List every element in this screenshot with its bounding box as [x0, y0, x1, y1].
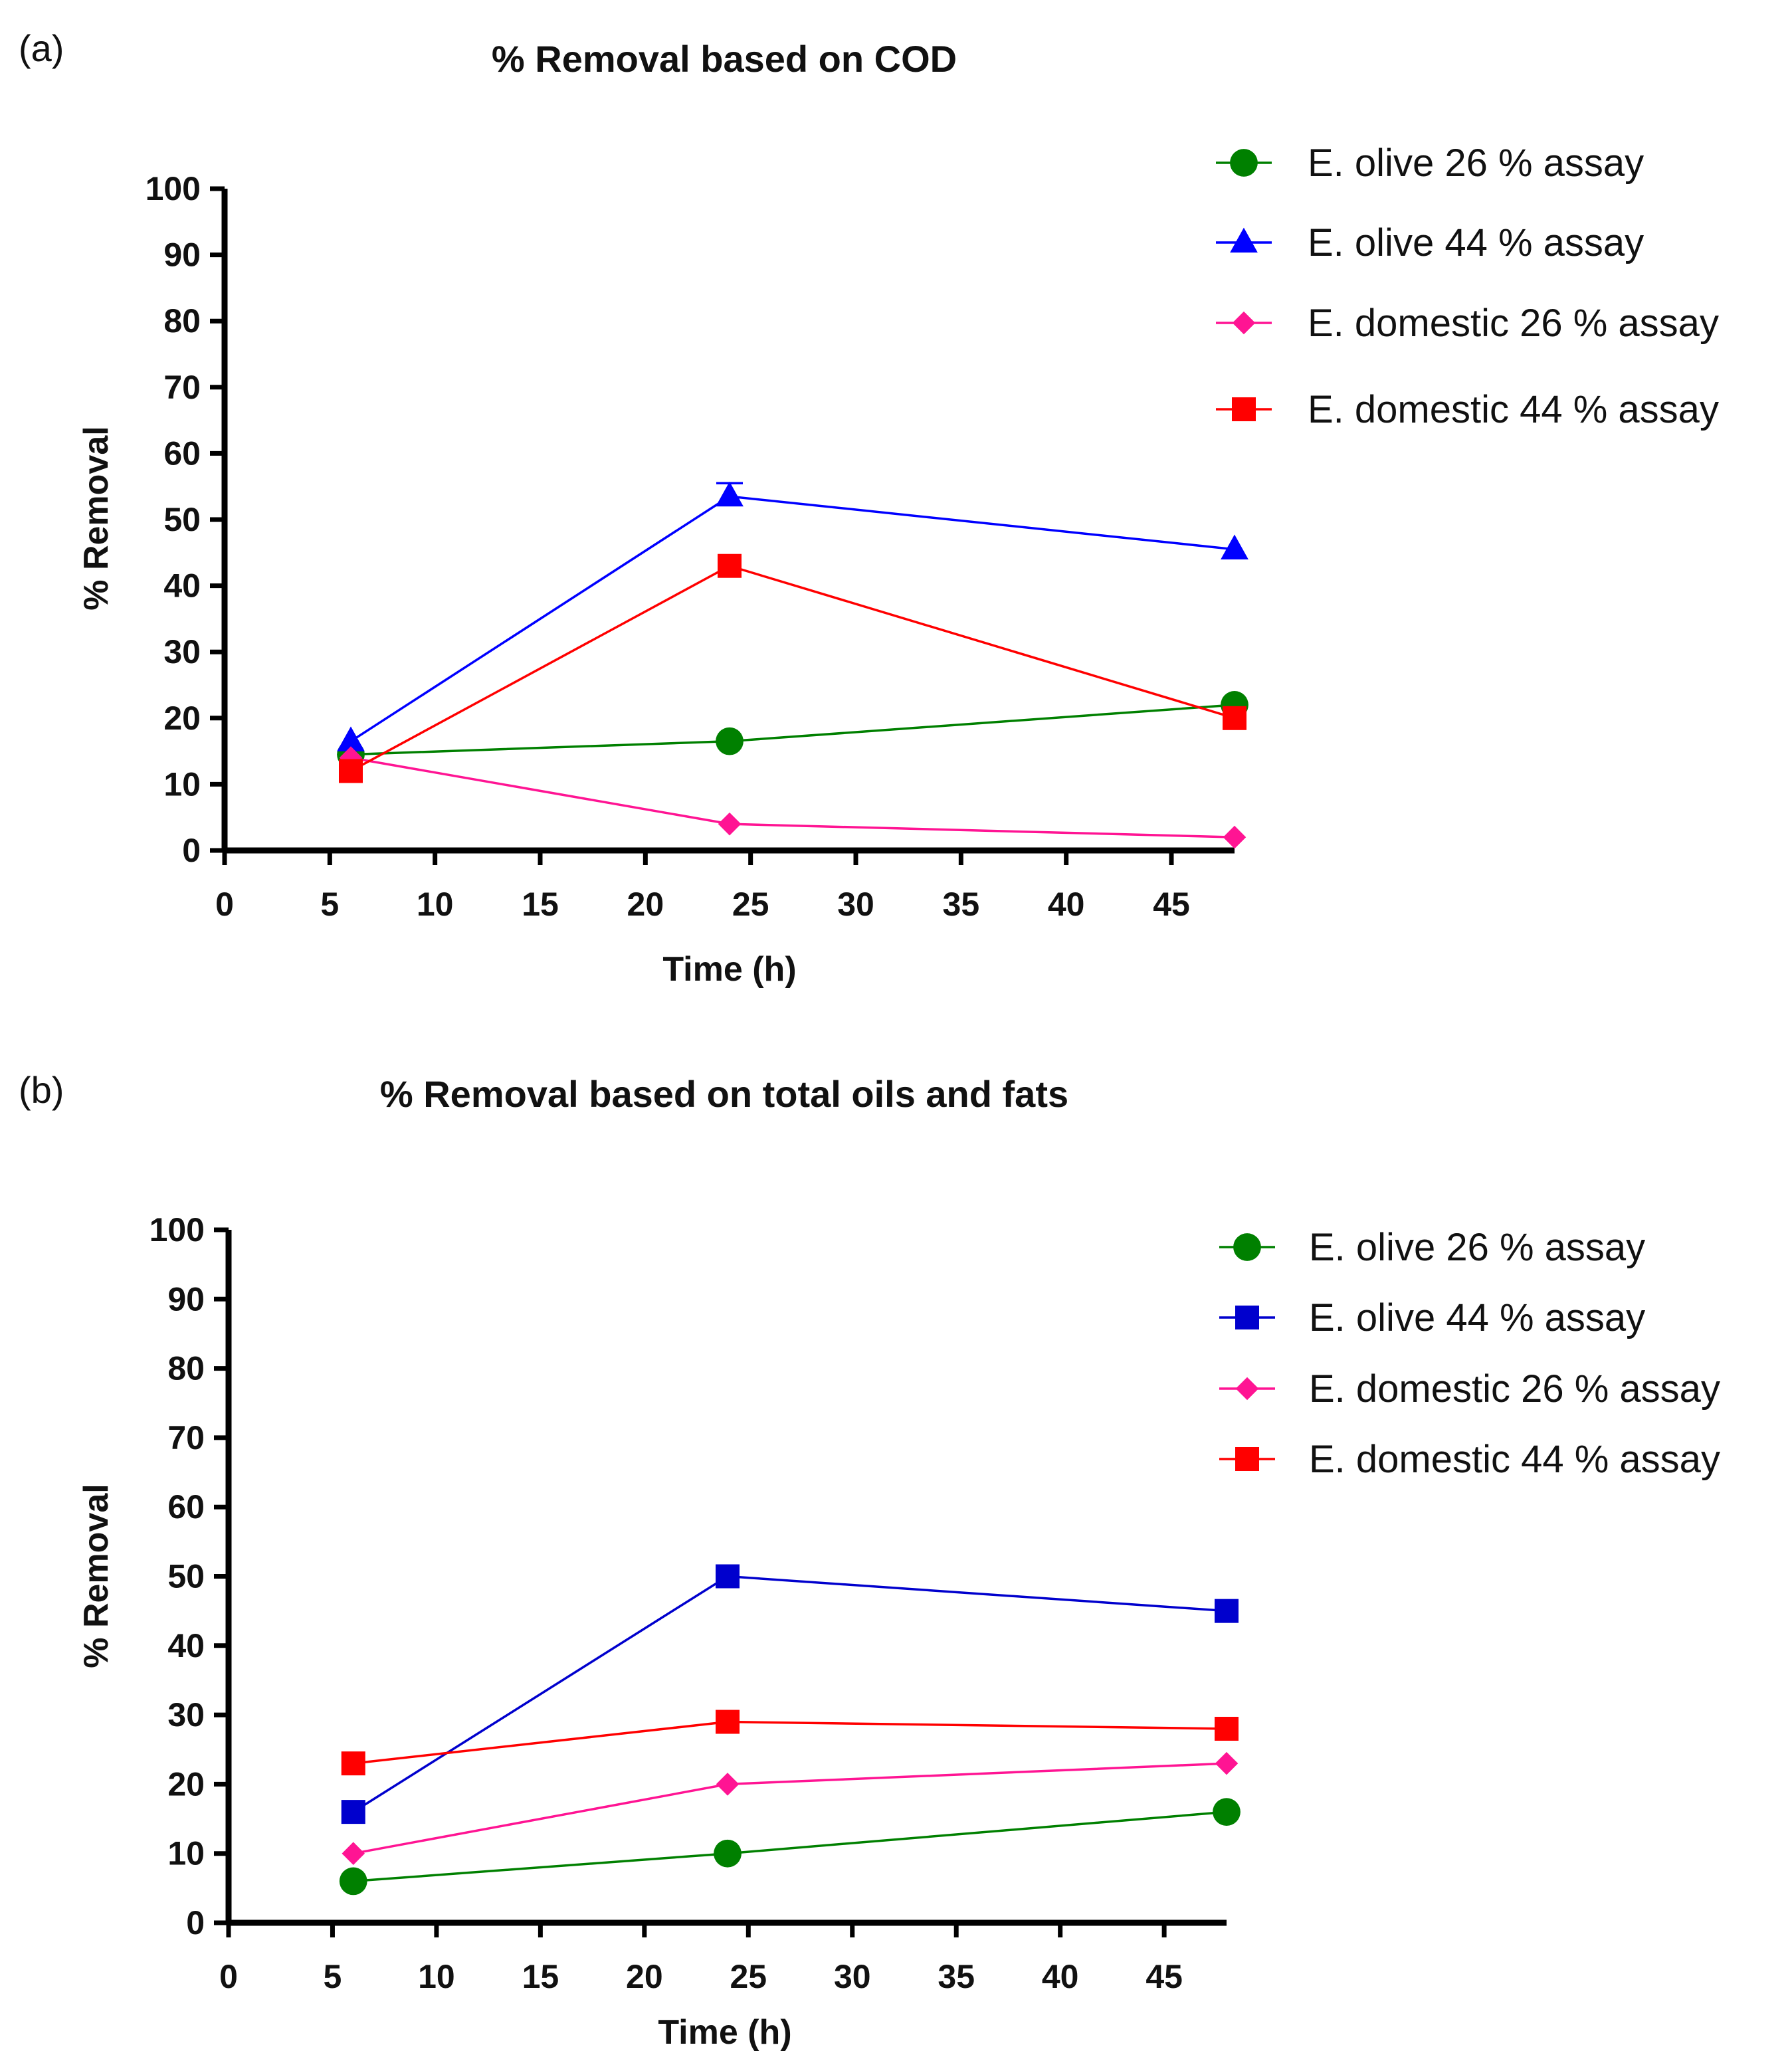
legend-marker [1232, 397, 1256, 421]
legend-marker [1235, 1447, 1259, 1471]
legend-label: E. domestic 26 % assay [1309, 1367, 1720, 1411]
y-tick-label: 20 [167, 1765, 205, 1803]
legend-label: E. olive 26 % assay [1309, 1226, 1645, 1269]
series-line-0 [353, 1811, 1227, 1883]
x-tick-label: 10 [418, 1958, 455, 1995]
data-point [1215, 1716, 1239, 1741]
y-tick-label: 50 [167, 1558, 205, 1595]
y-tick-label: 10 [163, 765, 201, 803]
data-point [716, 1773, 740, 1796]
data-point [341, 1800, 365, 1824]
chart-title: % Removal based on total oils and fats [380, 1073, 1068, 1115]
legend-marker [1235, 1306, 1259, 1329]
x-tick-label: 30 [837, 886, 874, 923]
y-tick-label: 60 [163, 435, 201, 472]
x-tick-label: 0 [215, 886, 234, 923]
x-tick-label: 0 [219, 1958, 238, 1995]
y-axis-title: % Removal [77, 1484, 116, 1668]
y-tick-label: 40 [163, 567, 201, 605]
x-tick-label: 25 [730, 1958, 767, 1995]
x-tick-label: 15 [522, 886, 559, 923]
series-line-2 [350, 756, 1235, 838]
legend-marker [1230, 227, 1258, 253]
data-point [339, 759, 363, 783]
series-line-2 [353, 1762, 1227, 1855]
legend-label: E. domestic 44 % assay [1308, 388, 1719, 431]
y-tick-label: 90 [167, 1280, 205, 1318]
data-point [718, 553, 742, 578]
data-point [339, 1867, 367, 1896]
x-tick-label: 15 [522, 1958, 559, 1995]
y-tick-label: 30 [167, 1696, 205, 1733]
series-line-0 [350, 704, 1235, 756]
y-tick-label: 30 [163, 633, 201, 670]
chart-panel-a: (a)% Removal based on COD010203040506070… [19, 27, 1719, 989]
legend-marker [1230, 149, 1258, 177]
legend-marker [1232, 311, 1256, 335]
data-point [1213, 1798, 1241, 1826]
y-tick-label: 40 [167, 1627, 205, 1664]
data-point [716, 727, 744, 755]
y-tick-label: 70 [163, 369, 201, 406]
data-point [718, 812, 742, 836]
x-tick-label: 20 [626, 1958, 663, 1995]
data-point [1215, 1751, 1239, 1775]
panel-label: (a) [19, 27, 64, 69]
y-tick-label: 80 [163, 302, 201, 340]
x-tick-label: 5 [324, 1958, 342, 1995]
y-tick-label: 0 [186, 1904, 205, 1941]
y-tick-label: 100 [149, 1211, 205, 1248]
y-tick-label: 70 [167, 1419, 205, 1456]
data-point [716, 481, 744, 507]
legend-label: E. olive 26 % assay [1308, 142, 1644, 185]
data-point [716, 1710, 740, 1734]
data-point [337, 726, 365, 751]
y-tick-label: 90 [163, 237, 201, 274]
x-axis-title: Time (h) [658, 2013, 791, 2052]
series-line-1 [352, 1575, 1227, 1813]
chart-panel-b: (b) % Removal based on total oils and fat… [19, 1069, 1720, 2052]
series-line-3 [350, 564, 1235, 773]
y-tick-label: 60 [167, 1488, 205, 1525]
data-point [1221, 534, 1248, 559]
x-tick-label: 45 [1153, 886, 1190, 923]
x-tick-label: 30 [834, 1958, 871, 1995]
series-line-1 [350, 495, 1235, 743]
data-point [1215, 1599, 1239, 1623]
y-tick-label: 80 [167, 1350, 205, 1387]
x-tick-label: 40 [1042, 1958, 1079, 1995]
legend-marker [1233, 1233, 1261, 1261]
y-tick-label: 100 [146, 170, 201, 207]
y-tick-label: 50 [163, 501, 201, 538]
x-tick-label: 5 [320, 886, 339, 923]
y-tick-label: 20 [163, 700, 201, 737]
x-axis-title: Time (h) [662, 950, 796, 989]
data-point [1223, 825, 1246, 849]
x-tick-label: 10 [417, 886, 454, 923]
data-point [716, 1564, 740, 1589]
data-point [342, 1842, 365, 1865]
chart-title: % Removal based on COD [492, 38, 957, 80]
data-point [341, 1751, 365, 1776]
y-tick-label: 0 [182, 832, 201, 869]
legend-label: E. olive 44 % assay [1308, 221, 1644, 264]
x-tick-label: 45 [1145, 1958, 1183, 1995]
x-tick-label: 35 [938, 1958, 975, 1995]
y-tick-label: 10 [167, 1835, 205, 1872]
y-axis-title: % Removal [77, 426, 116, 610]
legend-label: E. domestic 26 % assay [1308, 302, 1719, 345]
data-point [1223, 706, 1246, 730]
legend-label: E. domestic 44 % assay [1309, 1438, 1720, 1481]
panel-label: (b) [19, 1069, 64, 1111]
x-tick-label: 25 [732, 886, 769, 923]
legend-label: E. olive 44 % assay [1309, 1296, 1645, 1339]
legend-marker [1235, 1377, 1259, 1401]
data-point [714, 1839, 742, 1868]
x-tick-label: 20 [627, 886, 664, 923]
series-line-3 [353, 1720, 1227, 1765]
x-tick-label: 40 [1048, 886, 1085, 923]
x-tick-label: 35 [943, 886, 980, 923]
